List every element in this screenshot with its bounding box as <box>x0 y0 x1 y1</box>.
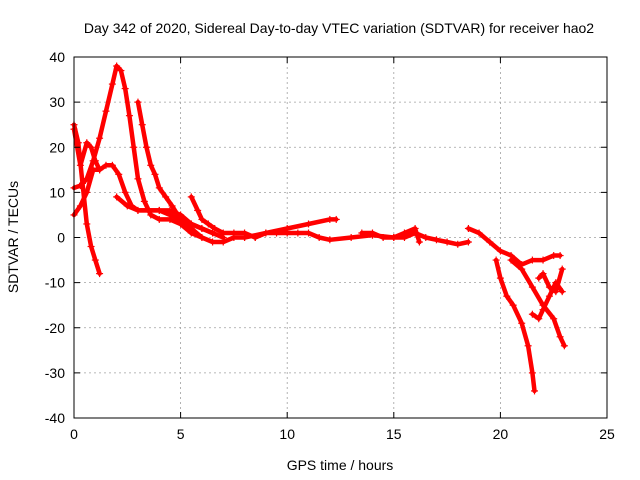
series-arc-12 <box>492 256 539 395</box>
y-tick-label: 20 <box>49 139 65 155</box>
y-tick-label: -20 <box>45 320 65 336</box>
y-tick-label: -10 <box>45 275 65 291</box>
x-tick-label: 20 <box>493 426 509 442</box>
y-tick-label: -30 <box>45 365 65 381</box>
data-series <box>70 62 568 395</box>
y-tick-label: 0 <box>57 230 65 246</box>
series-line <box>466 226 563 267</box>
axis-tick-labels: 0 5 10 15 20 25 -40 -30 -20 -10 0 10 20 30 40 <box>45 49 615 442</box>
x-tick-label: 0 <box>70 426 78 442</box>
series-arc-10 <box>358 224 423 246</box>
series-line <box>493 257 537 394</box>
y-tick-label: -40 <box>45 410 65 426</box>
series-line <box>71 126 102 173</box>
series-line <box>71 63 247 245</box>
x-tick-label: 5 <box>177 426 185 442</box>
x-tick-label: 25 <box>599 426 615 442</box>
y-tick-label: 10 <box>49 184 65 200</box>
series-arc-5 <box>113 193 217 237</box>
chart-title: Day 342 of 2020, Sidereal Day-to-day VTE… <box>84 20 594 36</box>
x-tick-label: 10 <box>279 426 295 442</box>
series-line <box>536 266 565 294</box>
x-axis-label: GPS time / hours <box>287 457 394 473</box>
series-line <box>508 257 567 349</box>
x-tick-label: 15 <box>386 426 402 442</box>
series-arc-13 <box>507 256 568 350</box>
series-arc-6 <box>134 98 206 241</box>
y-tick-label: 30 <box>49 94 65 110</box>
series-arc-2 <box>70 62 249 246</box>
y-axis-label: SDTVAR / TECUs <box>5 181 21 293</box>
axis-ticks <box>73 56 608 419</box>
series-line <box>114 194 215 236</box>
series-arc-15 <box>535 265 566 296</box>
y-tick-label: 40 <box>49 49 65 65</box>
series-arc-11 <box>464 224 564 269</box>
